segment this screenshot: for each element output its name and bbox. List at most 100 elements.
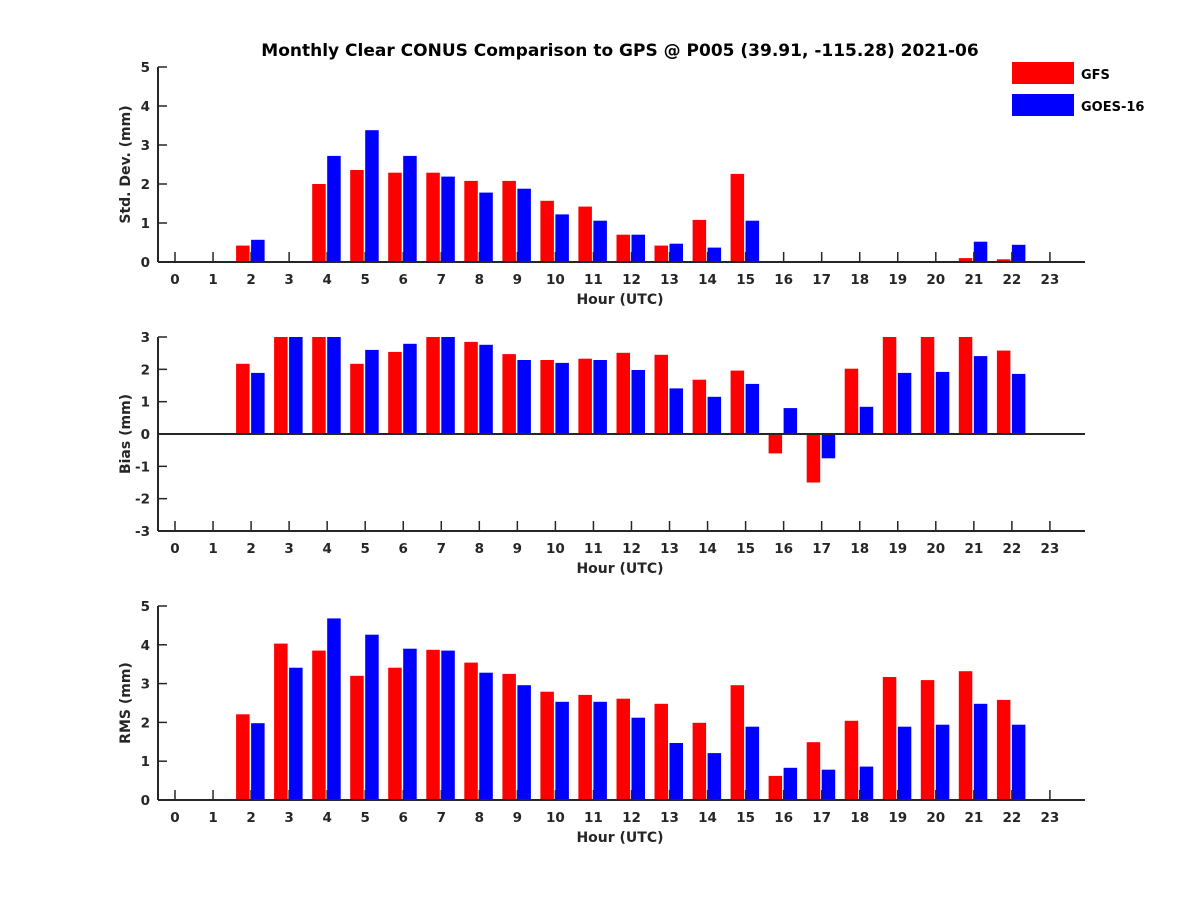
x-tick-label: 23 (1041, 810, 1060, 826)
bar-bias-gfs-h6 (388, 351, 402, 434)
x-tick-label: 11 (584, 541, 603, 557)
x-tick-label: 19 (888, 541, 907, 557)
y-tick-label: 1 (141, 754, 150, 770)
bar-bias-goes16-h19 (897, 372, 912, 434)
bar-stddev-gfs-h8 (464, 180, 478, 262)
bar-bias-goes16-h21 (973, 356, 988, 434)
bar-rms-goes16-h16 (783, 767, 798, 800)
x-tick-label: 13 (660, 810, 679, 826)
bar-rms-goes16-h19 (897, 726, 912, 800)
bar-bias-goes16-h15 (745, 383, 760, 434)
bar-bias-goes16-h9 (517, 360, 531, 434)
y-tick-label: 0 (141, 255, 150, 271)
bar-rms-gfs-h3 (274, 643, 288, 800)
bar-stddev-gfs-h12 (616, 234, 630, 262)
bar-stddev-gfs-h21 (958, 258, 973, 262)
bar-stddev-goes16-h22 (1011, 244, 1026, 262)
x-tick-label: 6 (399, 541, 408, 557)
bar-rms-goes16-h3 (289, 667, 303, 800)
x-tick-label: 14 (698, 541, 717, 557)
bar-stddev-goes16-h9 (517, 188, 531, 262)
x-tick-label: 16 (774, 541, 793, 557)
x-tick-label: 6 (399, 272, 408, 288)
x-tick-label: 1 (208, 810, 217, 826)
x-tick-label: 17 (812, 541, 831, 557)
bar-rms-gfs-h18 (844, 720, 859, 800)
bar-bias-gfs-h18 (844, 368, 859, 434)
x-tick-label: 21 (964, 541, 983, 557)
bar-rms-goes16-h13 (669, 743, 683, 800)
x-tick-label: 18 (850, 272, 869, 288)
bar-bias-gfs-h15 (730, 370, 745, 434)
x-tick-label: 10 (546, 541, 565, 557)
y-tick-label: -2 (135, 492, 150, 508)
bar-rms-goes16-h14 (707, 753, 722, 800)
x-tick-label: 13 (660, 541, 679, 557)
x-tick-label: 3 (284, 541, 293, 557)
bar-bias-goes16-h2 (251, 372, 265, 434)
x-tick-label: 0 (170, 272, 179, 288)
bar-bias-goes16-h11 (593, 360, 607, 434)
x-tick-label: 2 (246, 272, 255, 288)
bar-bias-gfs-h22 (996, 350, 1011, 434)
bar-rms-goes16-h9 (517, 685, 531, 800)
bar-bias-goes16-h16 (783, 408, 798, 434)
y-tick-label: 4 (141, 99, 150, 115)
bar-bias-gfs-h4 (312, 337, 326, 434)
x-tick-label: 23 (1041, 541, 1060, 557)
x-tick-label: 23 (1041, 272, 1060, 288)
y-axis-label: RMS (mm) (118, 662, 134, 744)
x-tick-label: 9 (513, 272, 522, 288)
bar-bias-gfs-h13 (654, 354, 668, 434)
legend-swatch-goes16 (1012, 94, 1074, 116)
legend-label-gfs: GFS (1081, 68, 1110, 83)
bar-bias-gfs-h19 (882, 337, 897, 434)
x-tick-label: 22 (1002, 541, 1021, 557)
bar-rms-gfs-h8 (464, 662, 478, 800)
bar-bias-goes16-h12 (631, 370, 645, 434)
x-tick-label: 7 (437, 272, 446, 288)
bar-stddev-gfs-h13 (654, 245, 668, 262)
x-tick-label: 6 (399, 810, 408, 826)
bar-rms-goes16-h11 (593, 701, 607, 800)
bar-bias-goes16-h10 (555, 362, 569, 434)
y-tick-label: 0 (141, 793, 150, 809)
bar-bias-gfs-h12 (616, 352, 630, 434)
bar-rms-goes16-h21 (973, 703, 988, 800)
bar-stddev-gfs-h15 (730, 173, 745, 262)
x-tick-label: 17 (812, 810, 831, 826)
bar-rms-goes16-h17 (821, 769, 836, 800)
legend-label-goes16: GOES-16 (1081, 100, 1144, 115)
x-tick-label: 17 (812, 272, 831, 288)
legend: GFS GOES-16 (1012, 62, 1144, 116)
x-tick-label: 19 (888, 810, 907, 826)
bar-rms-gfs-h19 (882, 677, 897, 800)
bar-stddev-goes16-h6 (403, 155, 417, 262)
bar-stddev-goes16-h2 (251, 239, 265, 262)
x-tick-label: 16 (774, 810, 793, 826)
bar-rms-goes16-h18 (859, 766, 874, 800)
bar-rms-goes16-h10 (555, 701, 569, 800)
bar-stddev-goes16-h4 (327, 155, 341, 262)
bar-bias-gfs-h3 (274, 337, 288, 434)
x-tick-label: 8 (475, 810, 484, 826)
y-tick-label: 2 (141, 362, 150, 378)
bar-bias-goes16-h18 (859, 406, 874, 434)
x-axis-label: Hour (UTC) (576, 292, 663, 308)
x-tick-label: 18 (850, 541, 869, 557)
bar-stddev-gfs-h7 (426, 172, 440, 262)
y-tick-label: 3 (141, 330, 150, 346)
bar-rms-gfs-h15 (730, 685, 745, 800)
x-axis-label: Hour (UTC) (576, 830, 663, 846)
x-tick-label: 20 (926, 541, 945, 557)
bar-rms-gfs-h5 (350, 675, 364, 800)
x-tick-label: 12 (622, 810, 641, 826)
x-tick-label: 9 (513, 810, 522, 826)
bar-rms-goes16-h2 (251, 723, 265, 800)
bar-bias-goes16-h17 (821, 434, 836, 459)
x-tick-label: 4 (322, 541, 331, 557)
bar-stddev-goes16-h12 (631, 234, 645, 262)
bar-bias-gfs-h16 (768, 434, 783, 454)
